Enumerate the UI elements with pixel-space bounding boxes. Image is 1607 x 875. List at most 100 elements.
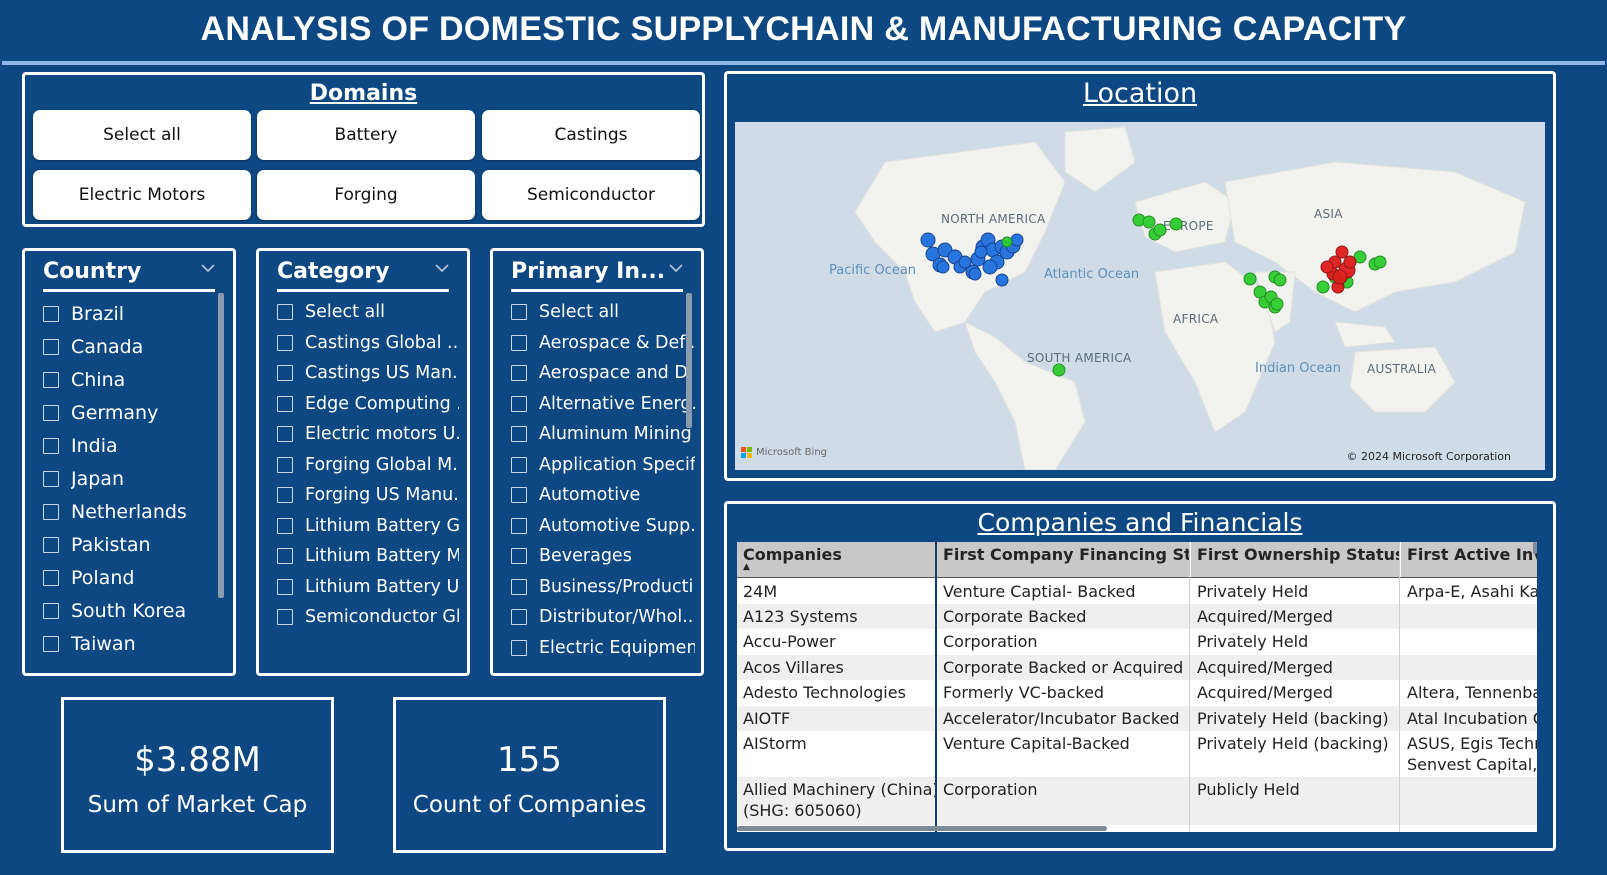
slicer-option[interactable]: Select all <box>277 297 459 328</box>
slicer-option[interactable]: Select all <box>511 297 695 328</box>
chevron-down-icon[interactable] <box>435 261 449 275</box>
map-point <box>1153 223 1167 237</box>
checkbox[interactable] <box>277 548 293 565</box>
slicer-option[interactable]: Canada <box>43 330 213 363</box>
slicer-option[interactable]: India <box>43 429 213 462</box>
checkbox[interactable] <box>43 404 59 421</box>
domain-button-electric-motors[interactable]: Electric Motors <box>33 170 251 220</box>
slicer-option[interactable]: Poland <box>43 561 213 594</box>
column-header-financing-status[interactable]: First Company Financing Status <box>937 542 1189 577</box>
column-header-companies[interactable]: Companies ▲ <box>737 542 935 577</box>
checkbox[interactable] <box>277 304 293 321</box>
checkbox[interactable] <box>511 639 527 656</box>
chevron-down-icon[interactable] <box>201 261 215 275</box>
primary-industry-slicer-scrollbar[interactable] <box>686 293 692 428</box>
checkbox[interactable] <box>277 517 293 534</box>
slicer-option[interactable]: Semiconductor Gl... <box>277 602 459 633</box>
table-row[interactable]: Accu-Power Corporation Privately Held <box>743 632 1309 651</box>
checkbox[interactable] <box>511 395 527 412</box>
checkbox[interactable] <box>511 517 527 534</box>
checkbox[interactable] <box>277 334 293 351</box>
chevron-down-icon[interactable] <box>669 261 683 275</box>
checkbox[interactable] <box>511 578 527 595</box>
slicer-option[interactable]: Aluminum Mining <box>511 419 695 450</box>
table-row[interactable]: A123 Systems Corporate Backed Acquired/M… <box>737 604 1537 629</box>
checkbox[interactable] <box>511 487 527 504</box>
slicer-option[interactable]: Forging Global M... <box>277 450 459 481</box>
slicer-option[interactable]: Lithium Battery Gl... <box>277 511 459 542</box>
column-header-active-investors[interactable]: First Active Inves <box>1401 542 1537 577</box>
slicer-option[interactable]: Castings Global ... <box>277 328 459 359</box>
slicer-option[interactable]: Netherlands <box>43 495 213 528</box>
domain-button-forging[interactable]: Forging <box>257 170 475 220</box>
table-row[interactable]: Acos Villares Corporate Backed or Acquir… <box>737 655 1537 680</box>
table-row[interactable]: 24M Venture Captial- Backed Privately He… <box>743 582 1537 601</box>
checkbox[interactable] <box>511 365 527 382</box>
checkbox[interactable] <box>43 338 59 355</box>
slicer-option[interactable]: Edge Computing ... <box>277 389 459 420</box>
location-map[interactable]: NORTH AMERICA EUROPE ASIA Pacific Ocean … <box>735 122 1545 470</box>
domain-button-select-all[interactable]: Select all <box>33 110 251 160</box>
slicer-option[interactable]: Automotive Supp... <box>511 511 695 542</box>
horizontal-scrollbar[interactable] <box>737 826 1107 831</box>
slicer-option-partial[interactable] <box>43 660 213 665</box>
slicer-option[interactable]: Pakistan <box>43 528 213 561</box>
checkbox[interactable] <box>511 334 527 351</box>
slicer-option[interactable]: Electric motors U... <box>277 419 459 450</box>
slicer-option[interactable]: Alternative Energ... <box>511 389 695 420</box>
checkbox[interactable] <box>43 536 59 553</box>
slicer-option[interactable]: Brazil <box>43 297 213 330</box>
header-divider <box>737 577 1537 578</box>
slicer-option[interactable]: Aerospace & Def... <box>511 328 695 359</box>
checkbox[interactable] <box>277 578 293 595</box>
slicer-option[interactable]: Distributor/Whol... <box>511 602 695 633</box>
slicer-option[interactable]: China <box>43 363 213 396</box>
vertical-scrollbar[interactable] <box>1533 542 1537 554</box>
slicer-option[interactable]: Germany <box>43 396 213 429</box>
checkbox[interactable] <box>277 426 293 443</box>
slicer-option[interactable]: Application Specif... <box>511 450 695 481</box>
domain-button-castings[interactable]: Castings <box>482 110 700 160</box>
checkbox[interactable] <box>277 487 293 504</box>
table-row[interactable]: Allied Machinery (China) (SHG: 605060) C… <box>737 777 1537 825</box>
slicer-option[interactable]: Japan <box>43 462 213 495</box>
checkbox[interactable] <box>43 635 59 652</box>
slicer-option[interactable]: Beverages <box>511 541 695 572</box>
table-row[interactable]: AIStorm Venture Capital-Backed Privately… <box>743 734 1537 774</box>
checkbox[interactable] <box>43 602 59 619</box>
checkbox[interactable] <box>277 365 293 382</box>
column-header-ownership-status[interactable]: First Ownership Status <box>1191 542 1399 577</box>
checkbox[interactable] <box>43 503 59 520</box>
checkbox[interactable] <box>277 395 293 412</box>
checkbox[interactable] <box>511 304 527 321</box>
slicer-option[interactable]: Lithium Battery U... <box>277 572 459 603</box>
checkbox[interactable] <box>43 569 59 586</box>
table-row[interactable]: Adesto Technologies Formerly VC-backed A… <box>743 683 1537 702</box>
slicer-option[interactable]: Aerospace and D... <box>511 358 695 389</box>
slicer-option[interactable]: Automotive <box>511 480 695 511</box>
company-count-label: Count of Companies <box>412 792 647 818</box>
checkbox[interactable] <box>277 609 293 626</box>
checkbox[interactable] <box>43 470 59 487</box>
table-row[interactable]: AIOTF Accelerator/Incubator Backed Priva… <box>737 706 1537 731</box>
checkbox[interactable] <box>43 371 59 388</box>
slicer-option[interactable]: Castings US Man... <box>277 358 459 389</box>
domain-button-battery[interactable]: Battery <box>257 110 475 160</box>
checkbox[interactable] <box>511 456 527 473</box>
checkbox[interactable] <box>43 305 59 322</box>
checkbox[interactable] <box>43 437 59 454</box>
slicer-option[interactable]: Business/Producti... <box>511 572 695 603</box>
slicer-option[interactable]: Taiwan <box>43 627 213 660</box>
slicer-option[interactable]: Lithium Battery M... <box>277 541 459 572</box>
map-point <box>1010 233 1024 247</box>
slicer-option[interactable]: Electric Equipment <box>511 633 695 664</box>
slicer-option[interactable]: South Korea <box>43 594 213 627</box>
checkbox[interactable] <box>511 609 527 626</box>
country-slicer-scrollbar[interactable] <box>218 293 224 598</box>
checkbox[interactable] <box>511 548 527 565</box>
microsoft-logo-icon <box>741 447 752 458</box>
checkbox[interactable] <box>511 426 527 443</box>
slicer-option[interactable]: Forging US Manu... <box>277 480 459 511</box>
domain-button-semiconductor[interactable]: Semiconductor <box>482 170 700 220</box>
checkbox[interactable] <box>277 456 293 473</box>
